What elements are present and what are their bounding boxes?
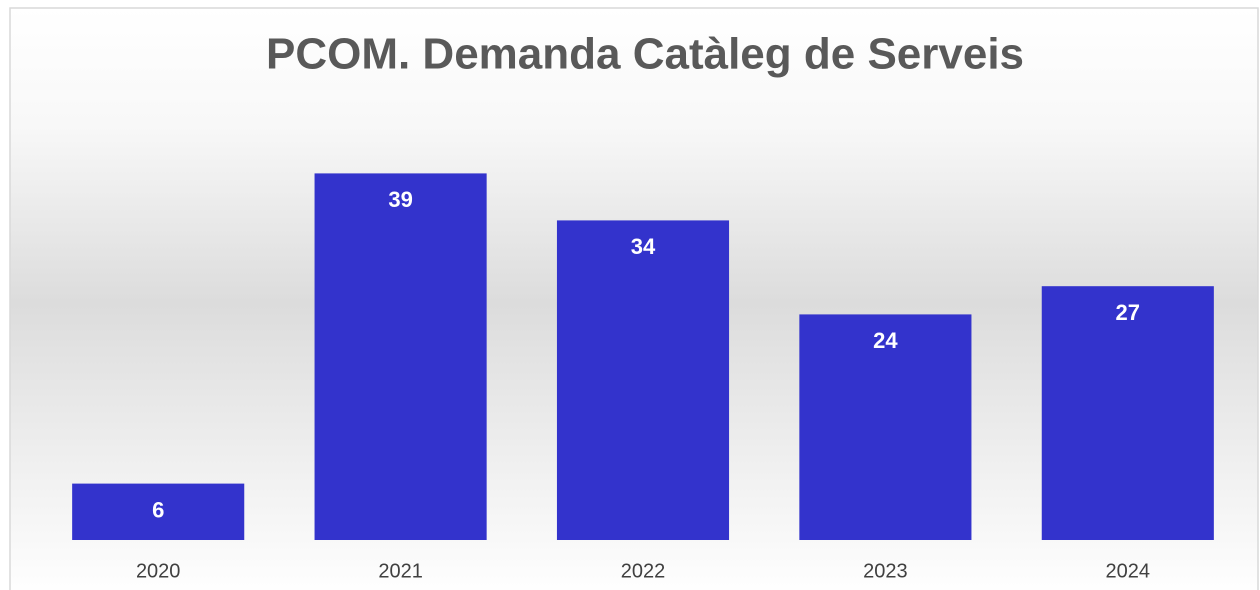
x-tick-label: 2022 — [621, 560, 666, 582]
data-label: 6 — [152, 497, 164, 522]
chart-title: PCOM. Demanda Catàleg de Serveis — [266, 30, 1024, 79]
data-label: 34 — [631, 234, 656, 259]
x-tick-label: 2023 — [863, 560, 908, 582]
bar — [799, 314, 972, 540]
x-tick-label: 2020 — [136, 560, 181, 582]
data-label: 39 — [388, 187, 412, 212]
data-label: 24 — [873, 328, 898, 353]
x-tick-label: 2024 — [1106, 560, 1151, 582]
data-label: 27 — [1116, 300, 1140, 325]
x-tick-label: 2021 — [378, 560, 423, 582]
bar — [72, 483, 245, 540]
bar — [314, 173, 487, 540]
bar — [556, 220, 730, 540]
bar — [1041, 286, 1214, 540]
